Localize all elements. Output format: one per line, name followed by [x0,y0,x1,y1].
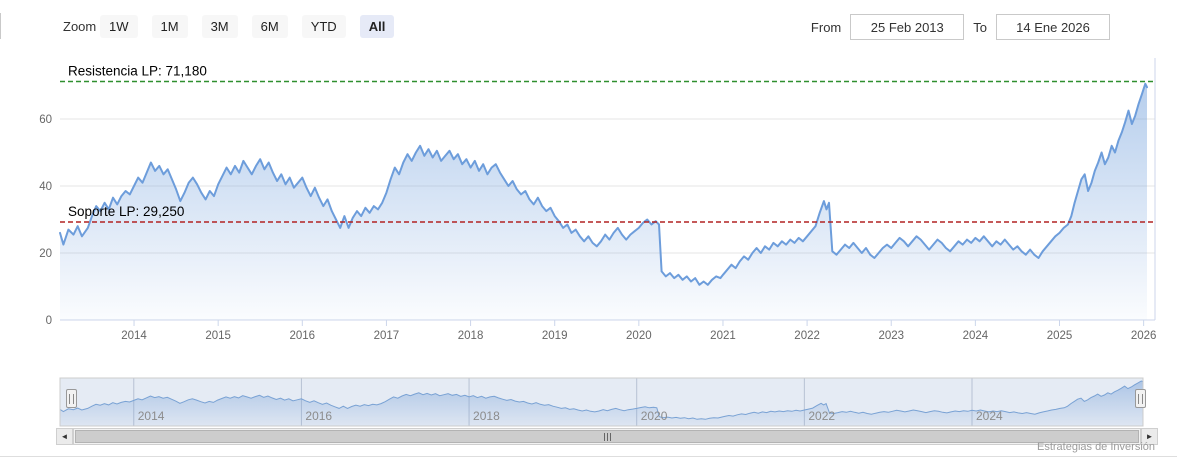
price-line [59,82,1148,286]
x-axis-label: 2026 [1131,330,1157,342]
range-button-6m[interactable]: 6M [251,15,288,38]
range-button-3m[interactable]: 3M [201,15,238,38]
navigator-handle-left[interactable] [66,389,77,408]
x-axis-label: 2021 [710,330,736,342]
navigator-year-label: 2022 [808,409,835,423]
y-axis-label: 20 [39,248,52,260]
navigator-year-label: 2014 [138,409,165,423]
from-label: From [810,19,842,35]
range-button-ytd[interactable]: YTD [301,15,346,38]
navigator-year-label: 2018 [473,409,500,423]
navigator-chart[interactable]: 2014 2016 2018 2020 2022 2024 [59,377,1144,427]
scrollbar-left-arrow-icon[interactable]: ◄ [56,428,73,445]
navigator-handle-right[interactable] [1135,389,1146,408]
x-axis-label: 2014 [121,330,147,342]
x-axis-label: 2015 [205,330,231,342]
x-axis-label: 2020 [626,330,652,342]
y-axis-label: 60 [39,114,52,126]
x-axis-label: 2016 [290,330,316,342]
navigator-selected-mask[interactable] [60,378,1143,426]
zoom-label: Zoom [63,19,97,34]
bottom-divider [0,456,1177,457]
navigator-year-label: 2016 [305,409,332,423]
price-area [60,83,1147,320]
x-axis-label: 2023 [878,330,904,342]
handle-grip-icon [1138,393,1143,404]
scrollbar-right-arrow-icon[interactable]: ► [1141,428,1158,445]
y-axis-label: 0 [46,315,52,327]
navigator-year-label: 2024 [976,409,1003,423]
attribution: Estrategias de Inversión [1036,441,1155,453]
x-axis-label: 2019 [542,330,568,342]
to-date-input[interactable] [996,14,1110,40]
support-label: Soporte LP: 29,250 [68,204,184,219]
toolbar: Zoom 1W 1M 3M 6M YTD All From To [0,14,1177,42]
from-date-input[interactable] [850,14,965,40]
navigator-year-label: 2020 [641,409,668,423]
scrollbar-thumb[interactable] [75,430,1139,443]
to-label: To [973,19,987,35]
resistance-label: Resistencia LP: 71,180 [68,64,207,79]
left-edge-line [0,13,1,39]
scrollbar-grip-icon [603,432,611,441]
handle-grip-icon [69,393,74,404]
x-axis-label: 2018 [458,330,484,342]
x-axis-label: 2024 [963,330,989,342]
main-chart: 0 20 40 60 2014 2015 2016 2017 2018 2019 2020 2021 2… [39,58,1156,342]
range-buttons: 1W 1M 3M 6M YTD All [100,15,395,38]
range-button-1w[interactable]: 1W [100,15,138,38]
scrollbar-track[interactable] [73,428,1141,445]
x-axis-label: 2022 [794,330,820,342]
y-axis-label: 40 [39,181,52,193]
x-axis-label: 2017 [374,330,400,342]
navigator-line [59,380,1144,420]
scrollbar: ◄ ► [56,428,1158,445]
range-button-1m[interactable]: 1M [151,15,188,38]
date-range-inputs: From To [811,14,1110,40]
range-button-all[interactable]: All [359,15,395,38]
x-axis-label: 2025 [1047,330,1073,342]
navigator-area [60,381,1143,426]
